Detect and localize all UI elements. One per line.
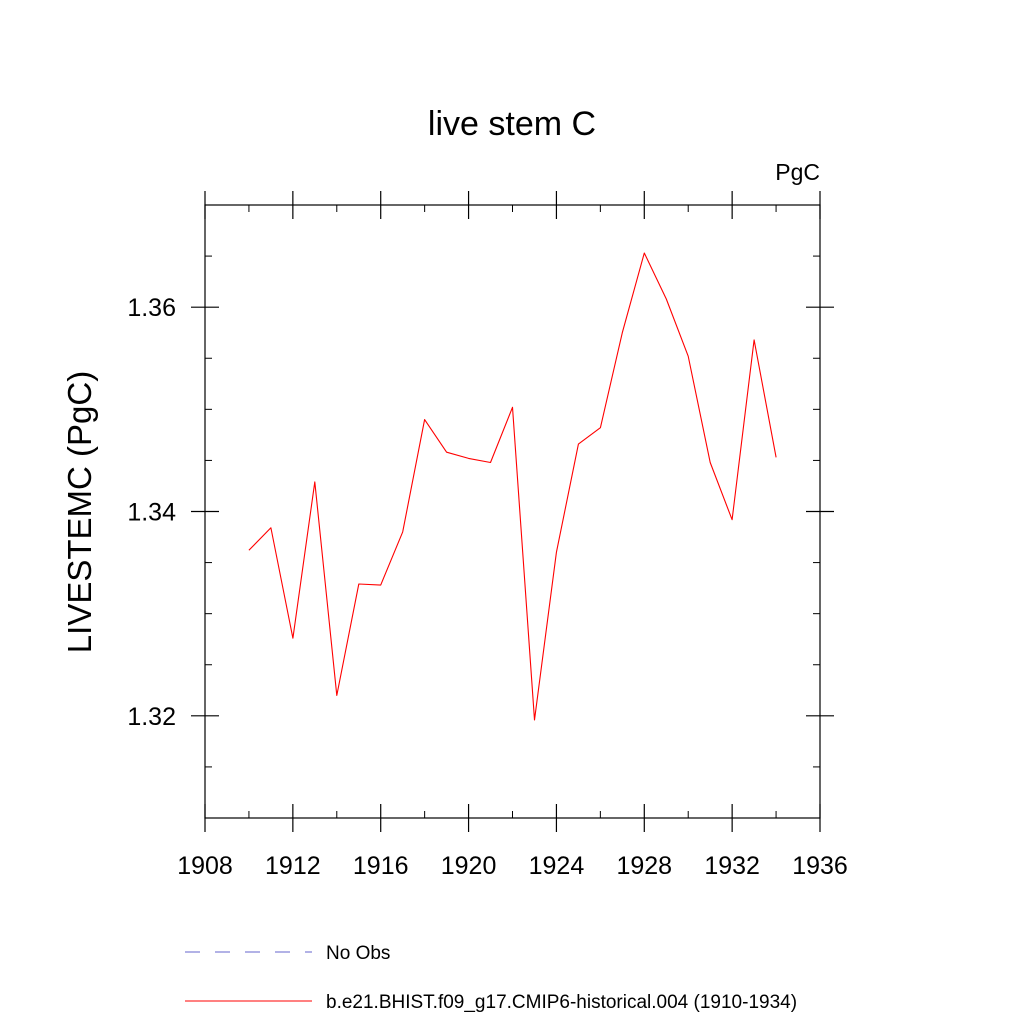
major-ticks [191, 191, 834, 832]
y-tick-labels: 1.32 1.34 1.36 [127, 294, 176, 731]
chart-title: live stem C [428, 105, 596, 143]
x-tick-label: 1908 [177, 852, 233, 880]
x-tick-label: 1920 [441, 852, 497, 880]
legend-label: No Obs [326, 943, 390, 964]
x-tick-labels: 1908 1912 1916 1920 1924 1928 1932 1936 [177, 852, 848, 880]
x-tick-label: 1936 [792, 852, 848, 880]
units-label: PgC [775, 159, 820, 185]
minor-ticks [205, 204, 820, 819]
x-tick-label: 1924 [529, 852, 585, 880]
x-tick-label: 1932 [704, 852, 760, 880]
y-tick-label: 1.36 [127, 294, 176, 322]
legend-label: b.e21.BHIST.f09_g17.CMIP6-historical.004… [326, 992, 797, 1013]
y-tick-label: 1.32 [127, 703, 176, 731]
y-tick-label: 1.34 [127, 499, 176, 527]
x-tick-label: 1916 [353, 852, 409, 880]
series-line [248, 252, 777, 721]
plot-frame [204, 204, 821, 819]
series-layer [248, 252, 777, 721]
legend: No Obs b.e21.BHIST.f09_g17.CMIP6-historic… [185, 943, 797, 1013]
y-axis-label: LIVESTEMC (PgC) [61, 371, 98, 653]
x-tick-label: 1912 [265, 852, 321, 880]
x-tick-label: 1928 [616, 852, 672, 880]
